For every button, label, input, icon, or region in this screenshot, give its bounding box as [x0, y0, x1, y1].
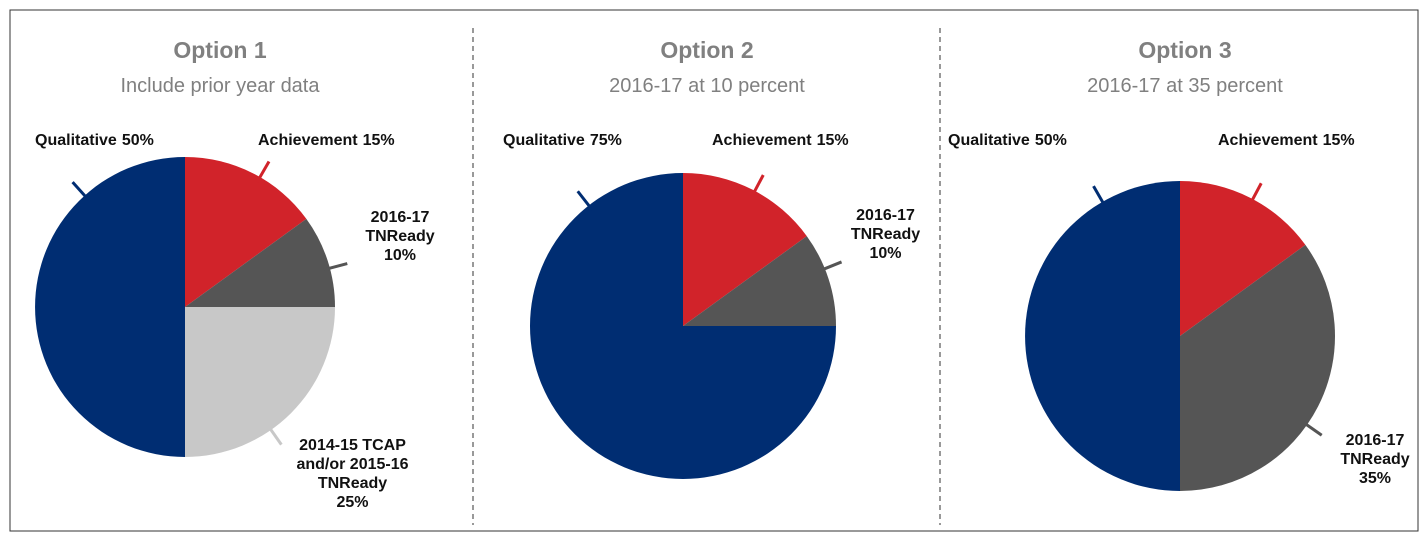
pie-slice: [185, 218, 335, 307]
category-label: Achievement: [1218, 132, 1318, 149]
leader-line: [255, 160, 271, 184]
leader-line: [266, 424, 283, 446]
leader-line: [1301, 420, 1323, 437]
chart-title: Option 1: [173, 37, 266, 63]
category-label: Qualitative: [35, 132, 117, 149]
leader-line: [750, 174, 765, 197]
category-label: 2016-17 TNReady: [1340, 432, 1410, 468]
category-label: Achievement: [712, 132, 812, 149]
slice-label: Achievement 15%: [1218, 131, 1418, 150]
pie-slice: [683, 173, 807, 326]
chart-subtitle: 2016-17 at 10 percent: [609, 75, 805, 97]
leader-line: [323, 262, 348, 272]
category-label: 2016-17 TNReady: [365, 209, 435, 245]
pie-slice: [683, 236, 836, 326]
slice-label: Achievement 15%: [712, 131, 912, 150]
pie-slice: [35, 157, 185, 457]
slice-label: 2016-17 TNReady 10%: [838, 206, 933, 263]
value-label: 25%: [336, 494, 369, 511]
value-label: 15%: [816, 132, 849, 149]
slice-label: 2016-17 TNReady 10%: [355, 208, 445, 265]
value-label: 75%: [589, 132, 622, 149]
pie-slice: [185, 157, 307, 307]
pie-slice: [530, 173, 836, 479]
slice-label: Qualitative 50%: [35, 131, 235, 150]
chart-title: Option 2: [660, 37, 753, 63]
slice-label: Qualitative 75%: [503, 131, 703, 150]
value-label: 15%: [362, 132, 395, 149]
slice-label: Achievement 15%: [258, 131, 458, 150]
category-label: Qualitative: [503, 132, 585, 149]
chart-title: Option 3: [1138, 37, 1231, 63]
category-label: 2016-17 TNReady: [850, 207, 921, 243]
pie-slice: [1180, 244, 1335, 491]
chart-subtitle: 2016-17 at 35 percent: [1087, 75, 1283, 97]
leader-line: [1248, 182, 1263, 206]
chart-subtitle: Include prior year data: [120, 75, 320, 97]
value-label: 50%: [1034, 132, 1067, 149]
value-label: 10%: [383, 247, 417, 264]
category-label: Achievement: [258, 132, 358, 149]
pie-slice: [185, 307, 335, 457]
slice-label: Qualitative 50%: [948, 131, 1148, 150]
value-label: 50%: [121, 132, 154, 149]
frame: [9, 9, 1419, 532]
value-label: 35%: [1358, 470, 1392, 487]
category-label: 2014-15 TCAP and/or 2015-16 TNReady: [296, 437, 409, 492]
leader-line: [71, 181, 90, 201]
pie-slice: [1025, 181, 1180, 491]
slice-label: 2016-17 TNReady 35%: [1330, 431, 1420, 488]
leader-line: [1092, 185, 1107, 208]
value-label: 10%: [869, 245, 902, 262]
slice-label: 2014-15 TCAP and/or 2015-16 TNReady 25%: [280, 436, 425, 512]
pie-slice: [1180, 181, 1306, 336]
leader-line: [576, 190, 594, 212]
category-label: Qualitative: [948, 132, 1030, 149]
value-label: 15%: [1322, 132, 1355, 149]
leader-line: [818, 260, 843, 273]
